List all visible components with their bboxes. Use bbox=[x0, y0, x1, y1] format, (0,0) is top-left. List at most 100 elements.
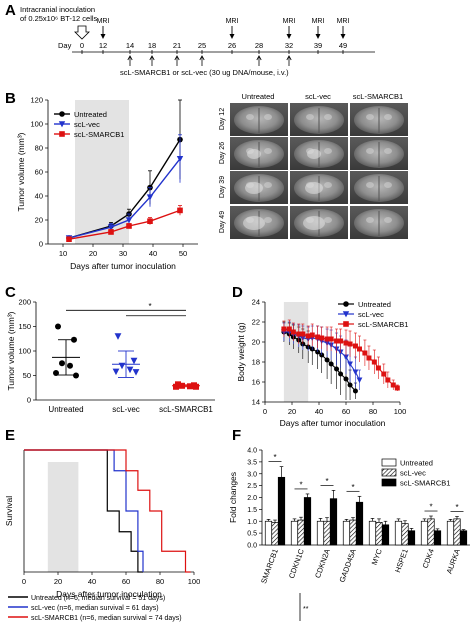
y-tick-label: 4.0 bbox=[247, 448, 257, 455]
data-point-scl-smarcb1-26 bbox=[108, 229, 114, 235]
mri-label-day-39: MRI bbox=[312, 18, 325, 25]
category-label-scl-smarcb1: scL-SMARCB1 bbox=[159, 405, 213, 414]
brain-feature bbox=[324, 217, 332, 223]
y-tick-label: 100 bbox=[18, 347, 31, 356]
category-label-cdk4: CDK4 bbox=[421, 548, 436, 570]
x-tick-label: 60 bbox=[342, 407, 350, 416]
y-tick-label: 40 bbox=[35, 192, 43, 201]
mri-label-day-26: MRI bbox=[226, 18, 239, 25]
y-tick-label: 14 bbox=[252, 398, 260, 407]
significance-marker: ** bbox=[303, 606, 309, 613]
legend-marker-scl-smarcb1 bbox=[343, 321, 349, 327]
y-tick-label: 100 bbox=[30, 120, 43, 129]
y-tick-label: 3.5 bbox=[247, 459, 257, 466]
significance-marker: * bbox=[148, 302, 151, 311]
legend-marker-untreated bbox=[59, 111, 65, 117]
y-tick-label: 0.5 bbox=[247, 531, 257, 538]
bar-scl-smarcb1-myc bbox=[381, 524, 390, 546]
treatment-arrow-icon-25 bbox=[199, 55, 205, 61]
brain-feature bbox=[384, 148, 392, 154]
fold-change-bar-chart: 0.0 0.5 1.0 1.5 2.0 2.5 3.0 3.5 4.0 Fold changes S… bbox=[228, 448, 470, 585]
data-point-scl-smarcb1-39 bbox=[315, 334, 321, 340]
group-scl-smarcb1 bbox=[172, 381, 200, 390]
mri-label-day-49: MRI bbox=[337, 18, 350, 25]
brain-feature bbox=[246, 114, 254, 120]
bar-scl-vec-cdkn1c bbox=[297, 519, 305, 546]
legend-label-untreated: Untreated bbox=[358, 300, 391, 309]
data-point-scl-smarcb1 bbox=[173, 383, 179, 390]
significance-marker: * bbox=[429, 503, 432, 512]
bar-scl-vec-cdkn2a bbox=[323, 520, 331, 546]
mri-col-sclsmarcb1: scL-SMARCB1 bbox=[353, 92, 403, 101]
brain-feature bbox=[264, 148, 272, 154]
data-point-scl-smarcb1-14 bbox=[281, 326, 287, 332]
panel-label-e: E bbox=[5, 427, 15, 444]
y-tick-label: 24 bbox=[252, 298, 260, 307]
y-axis-label: Tumor volume (mm³) bbox=[6, 311, 16, 390]
mri-image-scl-smarcb1-day-39 bbox=[350, 171, 408, 204]
group-scl-vec bbox=[112, 333, 140, 378]
mri-row-label-day-26: Day 26 bbox=[219, 142, 226, 164]
y-tick-label: 1.5 bbox=[247, 507, 257, 514]
x-tick-label: 80 bbox=[369, 407, 377, 416]
y-tick-label: 20 bbox=[252, 338, 260, 347]
data-point-scl-smarcb1-98 bbox=[394, 385, 400, 391]
brain-feature bbox=[324, 182, 332, 188]
bar-scl-smarcb1-cdk4 bbox=[433, 530, 442, 546]
legend-marker-scl-vec bbox=[342, 311, 350, 318]
bar-scl-vec-cdk4 bbox=[427, 518, 435, 546]
mri-image-untreated-day-39 bbox=[230, 171, 288, 204]
data-point-scl-smarcb1-60 bbox=[343, 340, 349, 346]
bar-untreated-cdkn2a bbox=[316, 520, 325, 546]
legend-label-scl-vec: scL-vec bbox=[400, 469, 426, 478]
mri-image-scl-vec-day-26 bbox=[290, 137, 348, 170]
panel-label-a: A bbox=[5, 2, 16, 19]
timeline-day-label: Day bbox=[58, 41, 72, 50]
x-tick-label: 0 bbox=[263, 407, 267, 416]
timeline-day-14: 14 bbox=[126, 41, 134, 50]
brain-feature bbox=[384, 217, 392, 223]
y-tick-label: 0 bbox=[27, 396, 31, 405]
data-point-scl-smarcb1-49 bbox=[177, 207, 183, 214]
mri-col-sclvec: scL-vec bbox=[305, 92, 331, 101]
data-point-scl-vec bbox=[118, 362, 126, 370]
mri-image-scl-smarcb1-day-49 bbox=[350, 206, 408, 239]
treatment-arrow-icon-14 bbox=[127, 55, 133, 61]
significance-marker: * bbox=[455, 503, 458, 512]
bar-scl-vec-smarcb1 bbox=[271, 522, 279, 546]
data-point-scl-smarcb1-95 bbox=[390, 382, 396, 388]
data-point-untreated bbox=[55, 323, 61, 330]
x-tick-label: 20 bbox=[288, 407, 296, 416]
data-point-scl-smarcb1-25 bbox=[296, 331, 302, 337]
category-label-smarcb1: SMARCB1 bbox=[259, 548, 280, 585]
timeline-panel: Intracranial inoculation of 0.25x10⁶ BT-… bbox=[20, 5, 375, 77]
brain-feature bbox=[324, 148, 332, 154]
bar-untreated-smarcb1 bbox=[264, 520, 273, 546]
x-axis-label: Days after tumor inoculation bbox=[56, 589, 162, 599]
treatment-arrow-icon-18 bbox=[149, 55, 155, 61]
data-point-scl-smarcb1-56 bbox=[338, 338, 344, 344]
mri-image-scl-smarcb1-day-26 bbox=[350, 137, 408, 170]
bar-scl-vec-hspe1 bbox=[401, 523, 409, 546]
brain-feature bbox=[384, 182, 392, 188]
timeline-header: Intracranial inoculation bbox=[20, 5, 95, 14]
group-untreated bbox=[52, 323, 80, 379]
data-point-scl-vec-67 bbox=[352, 369, 359, 376]
data-point-scl-smarcb1-21 bbox=[290, 329, 296, 335]
data-point-untreated-67 bbox=[352, 388, 358, 394]
timeline-header-line2: of 0.25x10⁶ BT-12 cells bbox=[20, 14, 98, 23]
bar-scl-smarcb1-aurka bbox=[459, 530, 468, 546]
y-axis-label: Body weight (g) bbox=[236, 322, 246, 381]
x-tick-label: 80 bbox=[156, 577, 164, 586]
x-tick-label: 50 bbox=[179, 249, 187, 258]
x-tick-label: 40 bbox=[315, 407, 323, 416]
bar-untreated-cdkn1c bbox=[290, 520, 299, 546]
data-point-scl-smarcb1-84 bbox=[375, 365, 381, 371]
category-label-hspe1: HSPE1 bbox=[393, 548, 410, 574]
y-tick-label: 2.5 bbox=[247, 483, 257, 490]
bar-scl-smarcb1-gadd45a bbox=[355, 501, 364, 546]
data-point-scl-vec-39 bbox=[146, 194, 154, 201]
y-tick-label: 80 bbox=[35, 144, 43, 153]
